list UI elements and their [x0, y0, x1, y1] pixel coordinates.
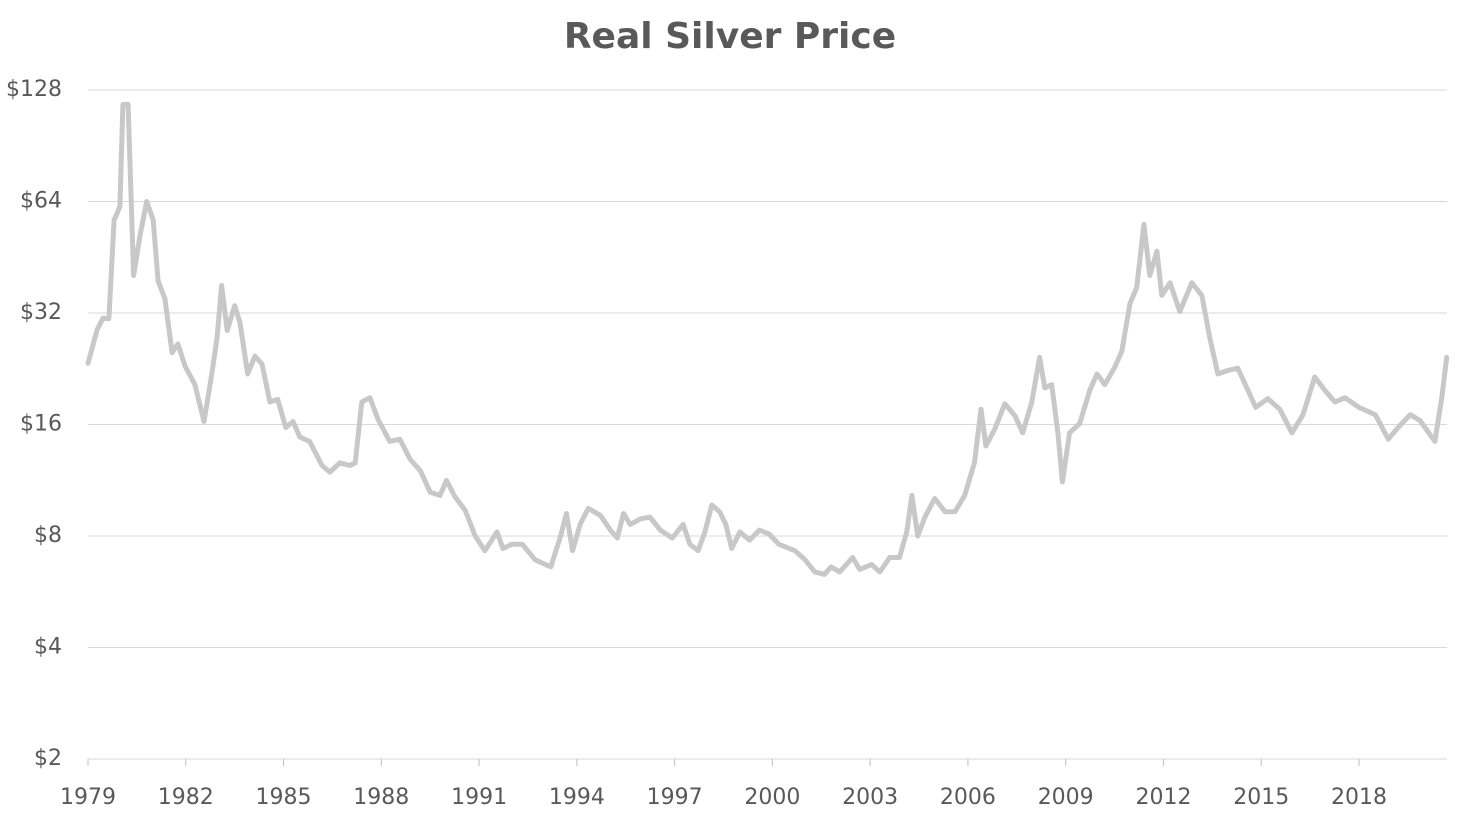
chart-title: Real Silver Price: [564, 16, 896, 57]
x-tick-label: 1985: [256, 785, 312, 810]
line-series: [85, 102, 1450, 577]
x-tick-label: 1979: [60, 785, 116, 810]
x-tick-label: 1982: [158, 785, 214, 810]
x-tick-label: 1988: [353, 785, 409, 810]
y-tick-label: $8: [34, 523, 62, 548]
x-tick-label: 2015: [1233, 785, 1289, 810]
x-tick-label: 1997: [647, 785, 703, 810]
x-tick-label: 2006: [940, 785, 996, 810]
y-tick-label: $4: [34, 635, 62, 660]
x-tick-label: 1991: [451, 785, 507, 810]
x-tick-label: 1994: [549, 785, 605, 810]
y-tick-label: $32: [20, 300, 62, 325]
y-tick-label: $64: [20, 189, 62, 214]
y-tick-label: $16: [20, 412, 62, 437]
x-tick-label: 2009: [1038, 785, 1094, 810]
y-tick-label: $2: [34, 746, 62, 771]
x-tick-label: 2018: [1331, 785, 1387, 810]
x-tick-label: 2003: [842, 785, 898, 810]
x-tick-label: 2000: [744, 785, 800, 810]
y-tick-label: $128: [6, 77, 62, 102]
x-tick-label: 2012: [1135, 785, 1191, 810]
